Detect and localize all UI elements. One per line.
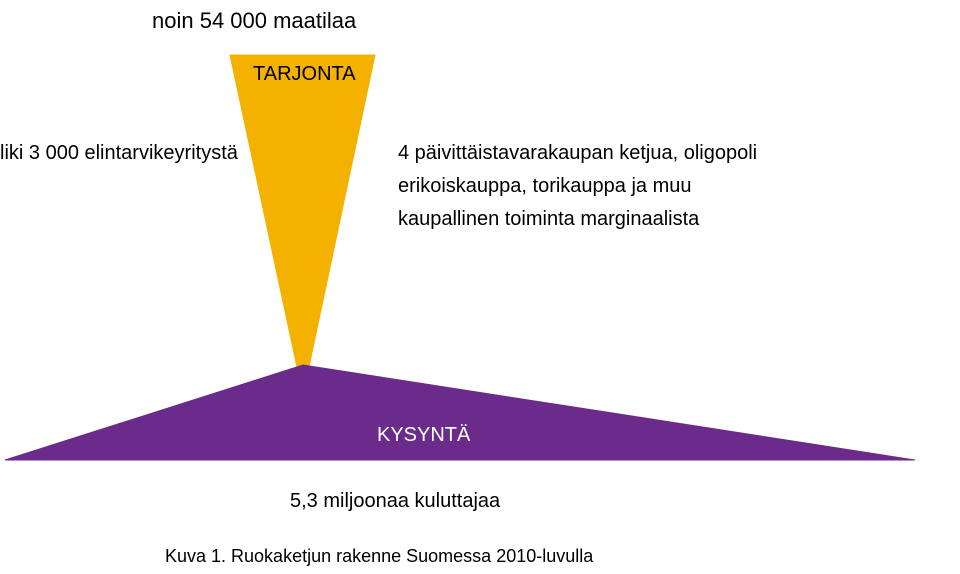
right-line-3: kaupallinen toiminta marginaalista	[398, 208, 699, 231]
diagram-canvas: noin 54 000 maatilaa TARJONTA liki 3 000…	[0, 0, 960, 574]
left-producers-label: liki 3 000 elintarvikeyritystä	[0, 142, 238, 165]
right-line-1: 4 päivittäistavarakaupan ketjua, oligopo…	[398, 142, 757, 165]
supply-label: TARJONTA	[253, 63, 356, 86]
consumer-label: 5,3 miljoonaa kuluttajaa	[290, 490, 500, 513]
header-text: noin 54 000 maatilaa	[152, 8, 356, 34]
caption-text: Kuva 1. Ruokaketjun rakenne Suomessa 201…	[165, 546, 593, 567]
demand-label: KYSYNTÄ	[377, 424, 470, 447]
demand-triangle	[0, 0, 960, 574]
right-line-2: erikoiskauppa, torikauppa ja muu	[398, 175, 692, 198]
